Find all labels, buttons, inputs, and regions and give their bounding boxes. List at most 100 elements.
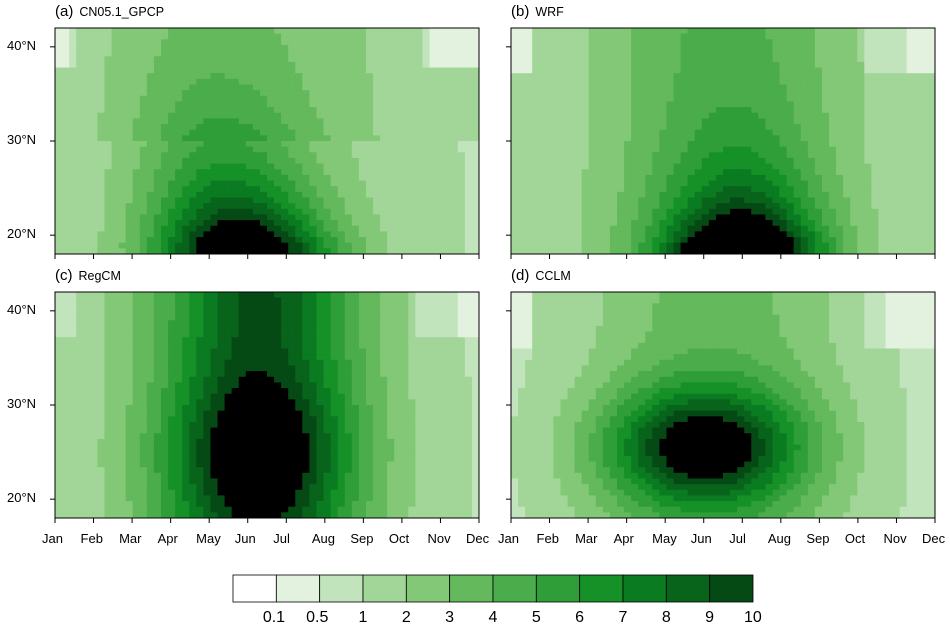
field-cell — [779, 129, 787, 136]
field-cell — [723, 180, 731, 187]
field-cell — [588, 107, 597, 114]
field-cell — [330, 231, 339, 238]
field-cell — [161, 129, 169, 136]
field-cell — [730, 78, 738, 85]
field-cell — [358, 163, 367, 170]
field-cell — [365, 157, 374, 164]
field-cell — [83, 118, 91, 125]
field-cell — [309, 169, 317, 176]
field-cell — [807, 231, 816, 238]
field-cell — [464, 157, 473, 164]
field-cell — [687, 231, 696, 238]
field-cell — [139, 191, 148, 198]
field-cell — [295, 129, 303, 136]
field-cell — [666, 174, 674, 181]
field-cell — [645, 129, 653, 136]
field-cell — [518, 50, 526, 57]
field-cell — [104, 73, 112, 80]
field-cell — [525, 186, 533, 193]
field-cell — [365, 146, 374, 153]
field-cell — [708, 174, 717, 181]
field-cell — [118, 197, 127, 204]
field-cell — [821, 197, 830, 204]
field-cell — [295, 33, 303, 40]
field-cell — [843, 231, 851, 238]
field-cell — [231, 214, 240, 221]
field-cell — [821, 220, 830, 227]
field-cell — [76, 376, 84, 383]
field-cell — [443, 112, 452, 119]
field-cell — [843, 84, 851, 91]
field-cell — [659, 28, 667, 35]
field-cell — [161, 61, 169, 68]
field-cell — [885, 124, 893, 131]
field-cell — [55, 73, 63, 80]
field-cell — [906, 50, 915, 57]
field-cell — [401, 220, 409, 227]
field-cell — [772, 208, 780, 215]
field-cell — [772, 157, 780, 164]
field-cell — [422, 231, 430, 238]
field-cell — [196, 214, 204, 221]
field-cell — [168, 180, 176, 187]
field-cell — [252, 146, 261, 153]
field-cell — [365, 50, 374, 57]
field-cell — [588, 124, 597, 131]
field-cell — [609, 248, 618, 255]
field-cell — [779, 67, 787, 74]
field-cell — [401, 152, 409, 159]
field-cell — [567, 101, 575, 108]
field-cell — [821, 112, 830, 119]
field-cell — [786, 237, 795, 244]
field-cell — [380, 90, 388, 97]
field-cell — [624, 225, 632, 232]
field-cell — [906, 163, 915, 170]
field-cell — [864, 78, 872, 85]
field-cell — [394, 67, 402, 74]
field-cell — [309, 129, 317, 136]
field-cell — [238, 95, 247, 102]
field-cell — [574, 214, 583, 221]
field-cell — [415, 28, 423, 35]
field-cell — [295, 248, 303, 255]
field-cell — [814, 197, 823, 204]
field-cell — [892, 208, 901, 215]
field-cell — [602, 33, 611, 40]
field-cell — [807, 141, 816, 148]
field-cell — [351, 95, 360, 102]
field-cell — [245, 180, 254, 187]
field-cell — [69, 186, 77, 193]
field-cell — [673, 135, 681, 142]
field-cell — [168, 135, 176, 142]
field-cell — [161, 191, 169, 198]
field-cell — [687, 78, 696, 85]
field-cell — [899, 107, 908, 114]
field-cell — [55, 331, 63, 338]
field-cell — [69, 410, 77, 417]
field-cell — [546, 67, 554, 74]
field-cell — [885, 73, 893, 80]
field-cell — [525, 141, 533, 148]
field-cell — [436, 152, 445, 159]
field-cell — [588, 84, 597, 91]
field-cell — [394, 186, 402, 193]
field-cell — [680, 56, 689, 63]
field-cell — [274, 225, 282, 232]
field-cell — [373, 191, 381, 198]
field-cell — [829, 157, 837, 164]
field-cell — [351, 157, 360, 164]
field-cell — [864, 225, 872, 232]
field-cell — [694, 169, 703, 176]
field-cell — [76, 67, 84, 74]
field-cell — [387, 33, 395, 40]
field-cell — [351, 112, 360, 119]
field-cell — [723, 61, 731, 68]
field-cell — [330, 95, 339, 102]
field-cell — [139, 157, 148, 164]
field-cell — [899, 208, 908, 215]
field-cell — [97, 124, 105, 131]
field-cell — [694, 107, 703, 114]
field-cell — [408, 180, 416, 187]
field-cell — [560, 56, 568, 63]
field-cell — [701, 33, 710, 40]
